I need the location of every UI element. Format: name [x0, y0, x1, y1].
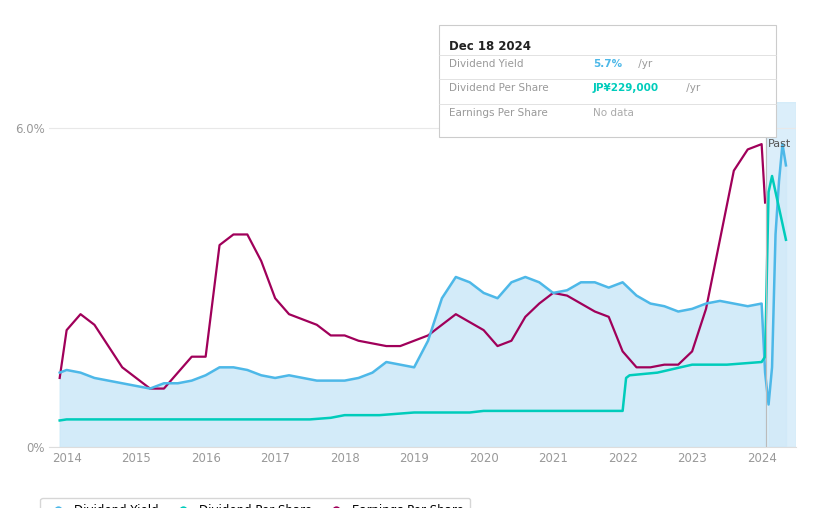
Text: Earnings Per Share: Earnings Per Share	[449, 108, 548, 118]
Text: No data: No data	[593, 108, 634, 118]
Text: /yr: /yr	[683, 83, 700, 93]
Bar	[767, 102, 796, 447]
Text: 5.7%: 5.7%	[593, 59, 621, 69]
Text: Past: Past	[768, 139, 791, 149]
Text: /yr: /yr	[635, 59, 653, 69]
Text: JP¥229,000: JP¥229,000	[593, 83, 659, 93]
Text: Dividend Yield: Dividend Yield	[449, 59, 524, 69]
Text: Dec 18 2024: Dec 18 2024	[449, 40, 531, 53]
Legend: Dividend Yield, Dividend Per Share, Earnings Per Share: Dividend Yield, Dividend Per Share, Earn…	[40, 498, 470, 508]
Text: Dividend Per Share: Dividend Per Share	[449, 83, 548, 93]
